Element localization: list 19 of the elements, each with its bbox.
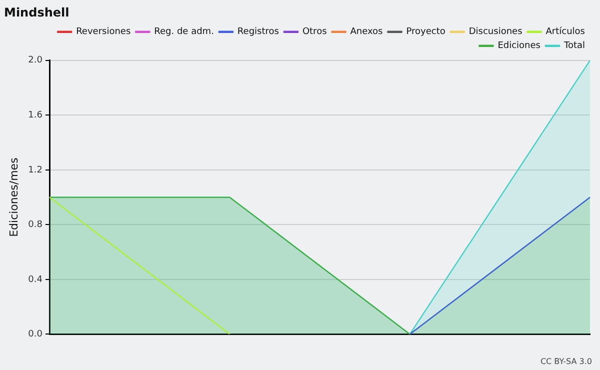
y-tick-label: 2.0 — [28, 56, 43, 66]
y-tick-label: 0.8 — [28, 220, 43, 230]
legend-label: Total — [562, 41, 586, 52]
y-tick-label: 1.6 — [28, 110, 43, 121]
legend-label: Reg. de adm. — [154, 27, 214, 38]
legend-label: Ediciones — [498, 41, 541, 52]
y-axis-title: Ediciones/mes — [7, 157, 20, 237]
legend-label: Artículos — [546, 26, 586, 38]
chart-title: Mindshell — [4, 5, 70, 20]
legend-label: Anexos — [350, 27, 384, 38]
y-tick-label: 0.0 — [28, 330, 43, 340]
legend-label: Reversiones — [76, 27, 131, 38]
y-tick-label: 0.4 — [28, 274, 43, 285]
text: CC BY-SA 3.0 — [540, 357, 592, 366]
legend-label: Proyecto — [406, 27, 446, 38]
legend-label: Registros — [237, 27, 280, 38]
y-tick-label: 1.2 — [28, 165, 43, 176]
legend-label: Discusiones — [468, 27, 523, 38]
legend-label: Otros — [302, 27, 328, 38]
